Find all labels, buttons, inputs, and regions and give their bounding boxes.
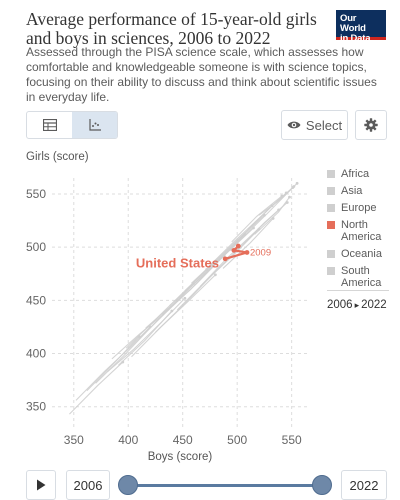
timeline-start-handle[interactable] [118, 475, 138, 495]
legend-swatch [327, 221, 335, 229]
point-year-label: 2009 [250, 247, 271, 258]
gear-icon [364, 118, 378, 132]
settings-button[interactable] [355, 110, 387, 140]
y-tick-label: 500 [26, 240, 46, 254]
chart-title: Average performance of 15-year-old girls… [26, 9, 317, 48]
legend: Africa Asia Europe North America Oceania Sout… [327, 168, 397, 294]
background-series-point [214, 273, 217, 277]
background-series-point [170, 309, 174, 313]
background-series-point [183, 296, 187, 300]
highlight-series-line [224, 245, 248, 260]
time-range-end: 2022 [361, 299, 387, 311]
x-tick-label: 550 [282, 433, 302, 447]
legend-item[interactable]: North America [327, 219, 397, 243]
timeline-end-handle[interactable] [312, 475, 332, 495]
select-label: Select [305, 117, 343, 133]
play-button[interactable] [26, 470, 56, 500]
legend-label: Oceania [341, 248, 382, 260]
timeline-start-year[interactable]: 2006 [66, 470, 110, 500]
y-tick-label: 400 [26, 347, 46, 361]
y-tick-label: 550 [26, 187, 46, 201]
legend-divider [327, 290, 389, 291]
highlight-series-point [235, 243, 241, 249]
background-series-line [118, 310, 173, 366]
scatter-chart-icon [88, 119, 101, 131]
legend-swatch [327, 204, 335, 212]
tab-chart[interactable] [72, 112, 117, 138]
scatter-chart: 350 400 450 500 550 350 400 450 500 550 Girls (sco… [26, 151, 308, 463]
owid-logo[interactable]: Our World in Data [336, 10, 386, 44]
chart-subtitle: Assessed through the PISA science scale,… [26, 45, 377, 104]
background-series-line [69, 361, 124, 415]
view-tabs [26, 111, 118, 139]
timeline-end-year[interactable]: 2022 [341, 470, 387, 500]
x-axis-label: Boys (score) [148, 451, 213, 463]
legend-label: Africa [341, 168, 370, 180]
legend-label: North America [341, 219, 382, 243]
eye-icon [287, 121, 301, 129]
x-tick-label: 350 [64, 433, 84, 447]
time-range-start: 2006 [327, 299, 353, 311]
legend-swatch [327, 267, 335, 275]
timeline-track[interactable] [128, 484, 322, 487]
x-tick-label: 450 [173, 433, 193, 447]
background-series-point [288, 195, 291, 199]
highlight-series-point [231, 247, 237, 253]
select-entities-button[interactable]: Select [281, 110, 348, 140]
y-tick-label: 350 [26, 400, 46, 414]
legend-item[interactable]: Asia [327, 185, 397, 197]
legend-label: Asia [341, 185, 363, 197]
play-icon [37, 479, 46, 491]
highlight-series-point [244, 250, 250, 255]
legend-item[interactable]: Oceania [327, 248, 397, 260]
x-tick-label: 400 [118, 433, 138, 447]
background-series-line [86, 336, 140, 392]
background-series-point [295, 181, 299, 185]
legend-item[interactable]: Europe [327, 202, 397, 214]
logo-line-2: in Data [340, 33, 371, 44]
x-tick-label: 500 [227, 433, 247, 447]
series-name-label: United States [136, 255, 219, 270]
legend-item[interactable]: South America [327, 265, 397, 289]
background-series-line [107, 297, 186, 373]
legend-swatch [327, 250, 335, 258]
logo-line-1: Our World [340, 13, 366, 34]
background-series-line [222, 218, 274, 269]
table-icon [42, 119, 57, 131]
background-series-line [254, 196, 290, 235]
background-series-line [231, 195, 283, 243]
background-series-line [240, 202, 288, 248]
time-range-label: 2006 ▸ 2022 [327, 299, 387, 311]
highlight-series-point [222, 256, 228, 262]
time-range-arrow-icon: ▸ [354, 299, 360, 310]
legend-item[interactable]: Africa [327, 168, 397, 180]
background-series-line [258, 182, 298, 216]
tab-table[interactable] [27, 112, 72, 138]
y-tick-label: 450 [26, 293, 46, 307]
y-axis-label: Girls (score) [26, 151, 89, 163]
legend-swatch [327, 187, 335, 195]
legend-swatch [327, 170, 335, 178]
legend-label: Europe [341, 202, 377, 214]
background-series-line [131, 274, 216, 358]
legend-label: South America [341, 265, 382, 289]
